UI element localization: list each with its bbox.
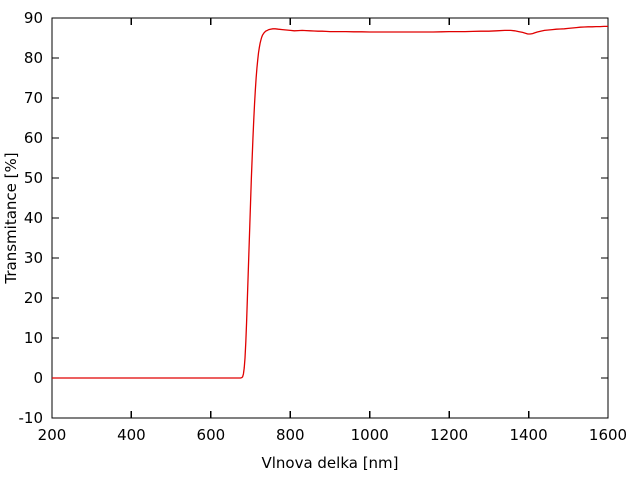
x-tick-label: 800 — [276, 426, 305, 444]
y-axis-title: Transmitance [%] — [2, 152, 20, 284]
x-tick-label: 200 — [38, 426, 67, 444]
y-tick-label: 80 — [24, 49, 43, 67]
y-tick-label: 90 — [24, 9, 43, 27]
x-tick-label: 400 — [117, 426, 146, 444]
x-tick-marks — [51, 18, 609, 418]
x-axis-title: Vlnova delka [nm] — [261, 454, 398, 472]
x-tick-label: 1600 — [589, 426, 627, 444]
y-tick-label: 30 — [24, 249, 43, 267]
y-tick-label: 10 — [24, 329, 43, 347]
y-tick-marks — [52, 17, 608, 419]
y-tick-label: 40 — [24, 209, 43, 227]
data-series-line — [52, 25, 608, 379]
y-tick-label: 20 — [24, 289, 43, 307]
y-tick-label: 50 — [24, 169, 43, 187]
y-tick-label: 70 — [24, 89, 43, 107]
y-tick-label: 0 — [33, 369, 43, 387]
y-tick-label: 60 — [24, 129, 43, 147]
x-tick-label: 600 — [197, 426, 226, 444]
data-series-group — [52, 25, 608, 379]
x-tick-label: 1400 — [509, 426, 547, 444]
y-tick-labels: -10 0 10 20 30 40 50 60 70 80 90 — [19, 9, 44, 427]
x-tick-labels: 200 400 600 800 1000 1200 1400 1600 — [38, 426, 627, 444]
y-tick-label: -10 — [19, 409, 44, 427]
x-tick-label: 1000 — [351, 426, 389, 444]
x-tick-label: 1200 — [430, 426, 468, 444]
